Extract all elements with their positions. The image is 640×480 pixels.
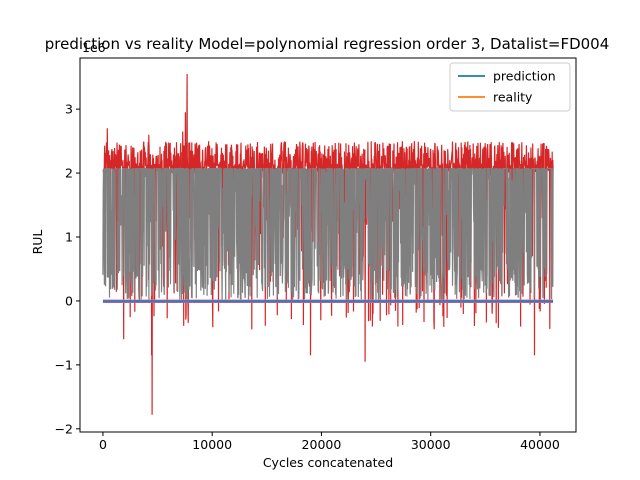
y-tick-label: 1: [65, 230, 73, 245]
legend-label-prediction: prediction: [493, 69, 556, 84]
x-axis-title: Cycles concatenated: [263, 455, 393, 470]
axes-layer: 0 10000 20000 30000 40000 −2 −1 0 1 2 3: [55, 57, 577, 452]
series-red-line: [102, 73, 554, 415]
y-tick-label: −2: [55, 421, 73, 436]
chart-title: prediction vs reality Model=polynomial r…: [45, 35, 610, 53]
legend-box: [449, 62, 571, 112]
y-tick-label: 3: [65, 102, 73, 117]
x-tick-label: 40000: [520, 437, 560, 452]
y-tick-label: −1: [55, 357, 73, 372]
y-tick-label: 2: [65, 166, 73, 181]
x-tick-label: 20000: [302, 437, 342, 452]
y-offset-label: 1e6: [82, 40, 106, 55]
legend-label-reality: reality: [493, 90, 533, 105]
y-tick-label: 0: [65, 293, 73, 308]
plot-layer: [102, 73, 554, 415]
legend: prediction reality: [449, 62, 571, 112]
axes-frame: [79, 57, 577, 433]
series-gray-line: [102, 167, 554, 301]
x-tick-label: 0: [99, 437, 107, 452]
x-tick-label: 10000: [192, 437, 232, 452]
y-axis-title: RUL: [30, 230, 45, 255]
x-tick-label: 30000: [411, 437, 451, 452]
